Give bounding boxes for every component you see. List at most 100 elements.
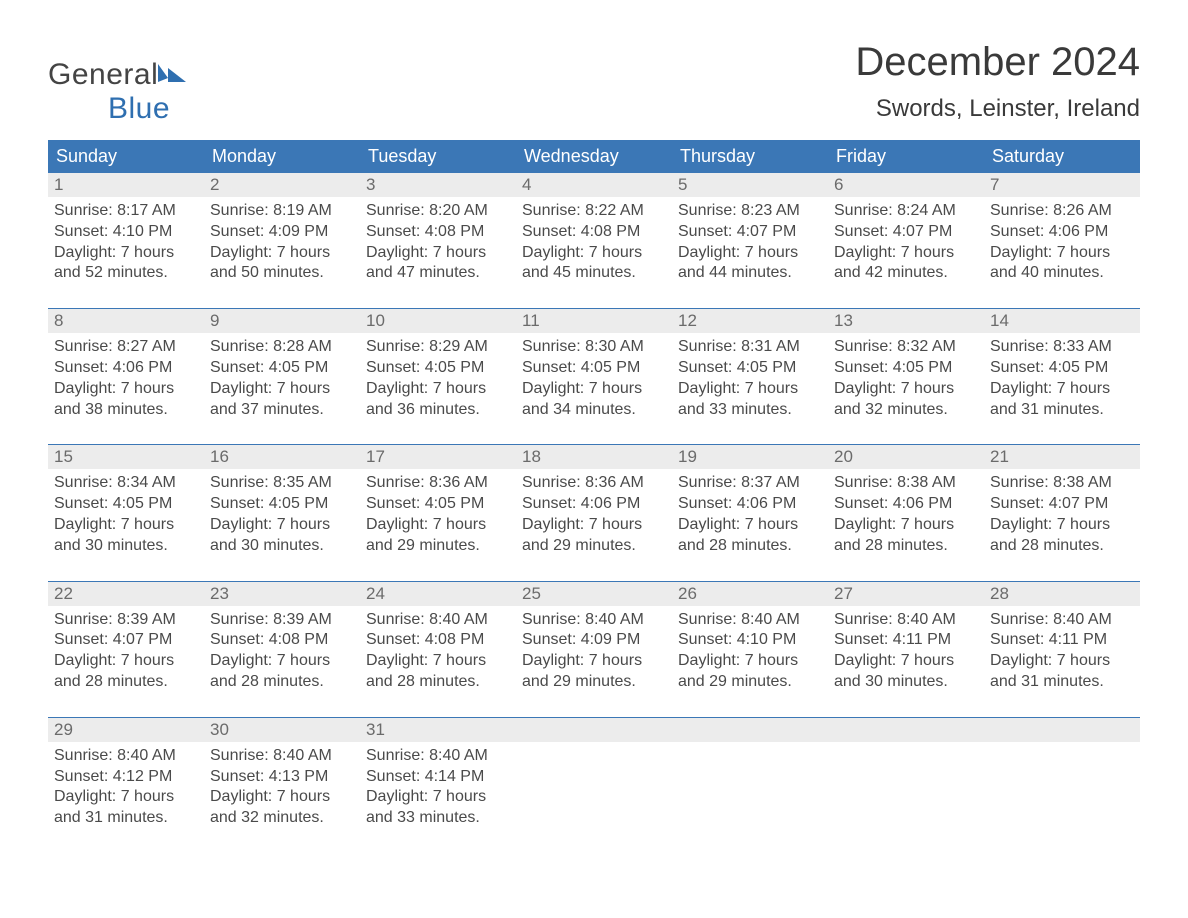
sunrise-line: Sunrise: 8:40 AM <box>678 610 822 631</box>
daylight-line: Daylight: 7 hours and 42 minutes. <box>834 243 978 285</box>
sunset-line: Sunset: 4:08 PM <box>522 222 666 243</box>
sunset-line: Sunset: 4:06 PM <box>990 222 1134 243</box>
day-cell: 24Sunrise: 8:40 AMSunset: 4:08 PMDayligh… <box>360 582 516 707</box>
day-body: Sunrise: 8:39 AMSunset: 4:08 PMDaylight:… <box>204 606 360 693</box>
sunrise-line: Sunrise: 8:40 AM <box>366 610 510 631</box>
day-number: 15 <box>48 445 204 469</box>
day-body: Sunrise: 8:40 AMSunset: 4:12 PMDaylight:… <box>48 742 204 829</box>
day-cell: 29Sunrise: 8:40 AMSunset: 4:12 PMDayligh… <box>48 718 204 843</box>
sunset-line: Sunset: 4:10 PM <box>54 222 198 243</box>
sunset-line: Sunset: 4:11 PM <box>834 630 978 651</box>
sunset-line: Sunset: 4:10 PM <box>678 630 822 651</box>
week-row: 1Sunrise: 8:17 AMSunset: 4:10 PMDaylight… <box>48 173 1140 298</box>
sunrise-line: Sunrise: 8:38 AM <box>834 473 978 494</box>
day-cell: 28Sunrise: 8:40 AMSunset: 4:11 PMDayligh… <box>984 582 1140 707</box>
day-cell: 19Sunrise: 8:37 AMSunset: 4:06 PMDayligh… <box>672 445 828 570</box>
sunset-line: Sunset: 4:11 PM <box>990 630 1134 651</box>
daylight-line: Daylight: 7 hours and 37 minutes. <box>210 379 354 421</box>
daylight-line: Daylight: 7 hours and 33 minutes. <box>678 379 822 421</box>
day-body <box>516 742 672 746</box>
sunrise-line: Sunrise: 8:40 AM <box>522 610 666 631</box>
daylight-line: Daylight: 7 hours and 29 minutes. <box>522 515 666 557</box>
sunrise-line: Sunrise: 8:39 AM <box>54 610 198 631</box>
month-title: December 2024 <box>855 40 1140 85</box>
header: General Blue December 2024 Swords, Leins… <box>48 40 1140 126</box>
daylight-line: Daylight: 7 hours and 30 minutes. <box>54 515 198 557</box>
day-number: 1 <box>48 173 204 197</box>
sunrise-line: Sunrise: 8:40 AM <box>366 746 510 767</box>
day-body: Sunrise: 8:37 AMSunset: 4:06 PMDaylight:… <box>672 469 828 556</box>
daylight-line: Daylight: 7 hours and 28 minutes. <box>366 651 510 693</box>
day-cell: 16Sunrise: 8:35 AMSunset: 4:05 PMDayligh… <box>204 445 360 570</box>
sunset-line: Sunset: 4:05 PM <box>54 494 198 515</box>
daylight-line: Daylight: 7 hours and 45 minutes. <box>522 243 666 285</box>
daylight-line: Daylight: 7 hours and 30 minutes. <box>210 515 354 557</box>
sunset-line: Sunset: 4:06 PM <box>54 358 198 379</box>
day-cell <box>516 718 672 843</box>
sunset-line: Sunset: 4:09 PM <box>522 630 666 651</box>
day-body: Sunrise: 8:32 AMSunset: 4:05 PMDaylight:… <box>828 333 984 420</box>
day-number: 9 <box>204 309 360 333</box>
weekday-saturday: Saturday <box>984 140 1140 173</box>
day-number: 21 <box>984 445 1140 469</box>
day-body: Sunrise: 8:19 AMSunset: 4:09 PMDaylight:… <box>204 197 360 284</box>
day-number: 31 <box>360 718 516 742</box>
sunrise-line: Sunrise: 8:40 AM <box>210 746 354 767</box>
day-number: 5 <box>672 173 828 197</box>
weeks-container: 1Sunrise: 8:17 AMSunset: 4:10 PMDaylight… <box>48 173 1140 843</box>
daylight-line: Daylight: 7 hours and 28 minutes. <box>834 515 978 557</box>
day-body: Sunrise: 8:34 AMSunset: 4:05 PMDaylight:… <box>48 469 204 556</box>
day-body: Sunrise: 8:20 AMSunset: 4:08 PMDaylight:… <box>360 197 516 284</box>
day-cell: 20 Sunrise: 8:38 AMSunset: 4:06 PMDayligh… <box>828 445 984 570</box>
day-body: Sunrise: 8:40 AMSunset: 4:08 PMDaylight:… <box>360 606 516 693</box>
daylight-line: Daylight: 7 hours and 28 minutes. <box>210 651 354 693</box>
day-number: 23 <box>204 582 360 606</box>
day-cell: 2Sunrise: 8:19 AMSunset: 4:09 PMDaylight… <box>204 173 360 298</box>
daylight-line: Daylight: 7 hours and 38 minutes. <box>54 379 198 421</box>
day-cell: 30Sunrise: 8:40 AMSunset: 4:13 PMDayligh… <box>204 718 360 843</box>
daylight-line: Daylight: 7 hours and 32 minutes. <box>834 379 978 421</box>
day-cell: 6Sunrise: 8:24 AMSunset: 4:07 PMDaylight… <box>828 173 984 298</box>
day-cell: 23Sunrise: 8:39 AMSunset: 4:08 PMDayligh… <box>204 582 360 707</box>
weekday-sunday: Sunday <box>48 140 204 173</box>
day-body <box>984 742 1140 746</box>
day-cell: 17Sunrise: 8:36 AMSunset: 4:05 PMDayligh… <box>360 445 516 570</box>
day-number: 4 <box>516 173 672 197</box>
logo: General Blue <box>48 58 188 126</box>
day-body: Sunrise: 8:38 AMSunset: 4:07 PMDaylight:… <box>984 469 1140 556</box>
day-body: Sunrise: 8:35 AMSunset: 4:05 PMDaylight:… <box>204 469 360 556</box>
sunrise-line: Sunrise: 8:39 AM <box>210 610 354 631</box>
weekday-thursday: Thursday <box>672 140 828 173</box>
sunrise-line: Sunrise: 8:38 AM <box>990 473 1134 494</box>
sunrise-line: Sunrise: 8:32 AM <box>834 337 978 358</box>
week-row: 22Sunrise: 8:39 AMSunset: 4:07 PMDayligh… <box>48 581 1140 707</box>
logo-word-1: General <box>48 58 158 91</box>
day-cell: 18Sunrise: 8:36 AMSunset: 4:06 PMDayligh… <box>516 445 672 570</box>
sunrise-line: Sunrise: 8:23 AM <box>678 201 822 222</box>
day-cell <box>672 718 828 843</box>
sunset-line: Sunset: 4:07 PM <box>834 222 978 243</box>
sunrise-line: Sunrise: 8:22 AM <box>522 201 666 222</box>
sunrise-line: Sunrise: 8:30 AM <box>522 337 666 358</box>
sunrise-line: Sunrise: 8:35 AM <box>210 473 354 494</box>
day-body: Sunrise: 8:27 AMSunset: 4:06 PMDaylight:… <box>48 333 204 420</box>
day-body: Sunrise: 8:39 AMSunset: 4:07 PMDaylight:… <box>48 606 204 693</box>
sunset-line: Sunset: 4:06 PM <box>834 494 978 515</box>
sunrise-line: Sunrise: 8:40 AM <box>54 746 198 767</box>
day-body <box>672 742 828 746</box>
day-number: 20 <box>828 445 984 469</box>
calendar: SundayMondayTuesdayWednesdayThursdayFrid… <box>48 140 1140 843</box>
day-number: 14 <box>984 309 1140 333</box>
day-number: 27 <box>828 582 984 606</box>
day-cell: 27Sunrise: 8:40 AMSunset: 4:11 PMDayligh… <box>828 582 984 707</box>
day-cell: 3Sunrise: 8:20 AMSunset: 4:08 PMDaylight… <box>360 173 516 298</box>
sunset-line: Sunset: 4:05 PM <box>366 494 510 515</box>
daylight-line: Daylight: 7 hours and 36 minutes. <box>366 379 510 421</box>
sunset-line: Sunset: 4:06 PM <box>678 494 822 515</box>
sunrise-line: Sunrise: 8:29 AM <box>366 337 510 358</box>
day-body: Sunrise: 8:40 AMSunset: 4:11 PMDaylight:… <box>984 606 1140 693</box>
sunset-line: Sunset: 4:07 PM <box>678 222 822 243</box>
day-number: 13 <box>828 309 984 333</box>
day-body: Sunrise: 8:26 AMSunset: 4:06 PMDaylight:… <box>984 197 1140 284</box>
day-cell: 26Sunrise: 8:40 AMSunset: 4:10 PMDayligh… <box>672 582 828 707</box>
